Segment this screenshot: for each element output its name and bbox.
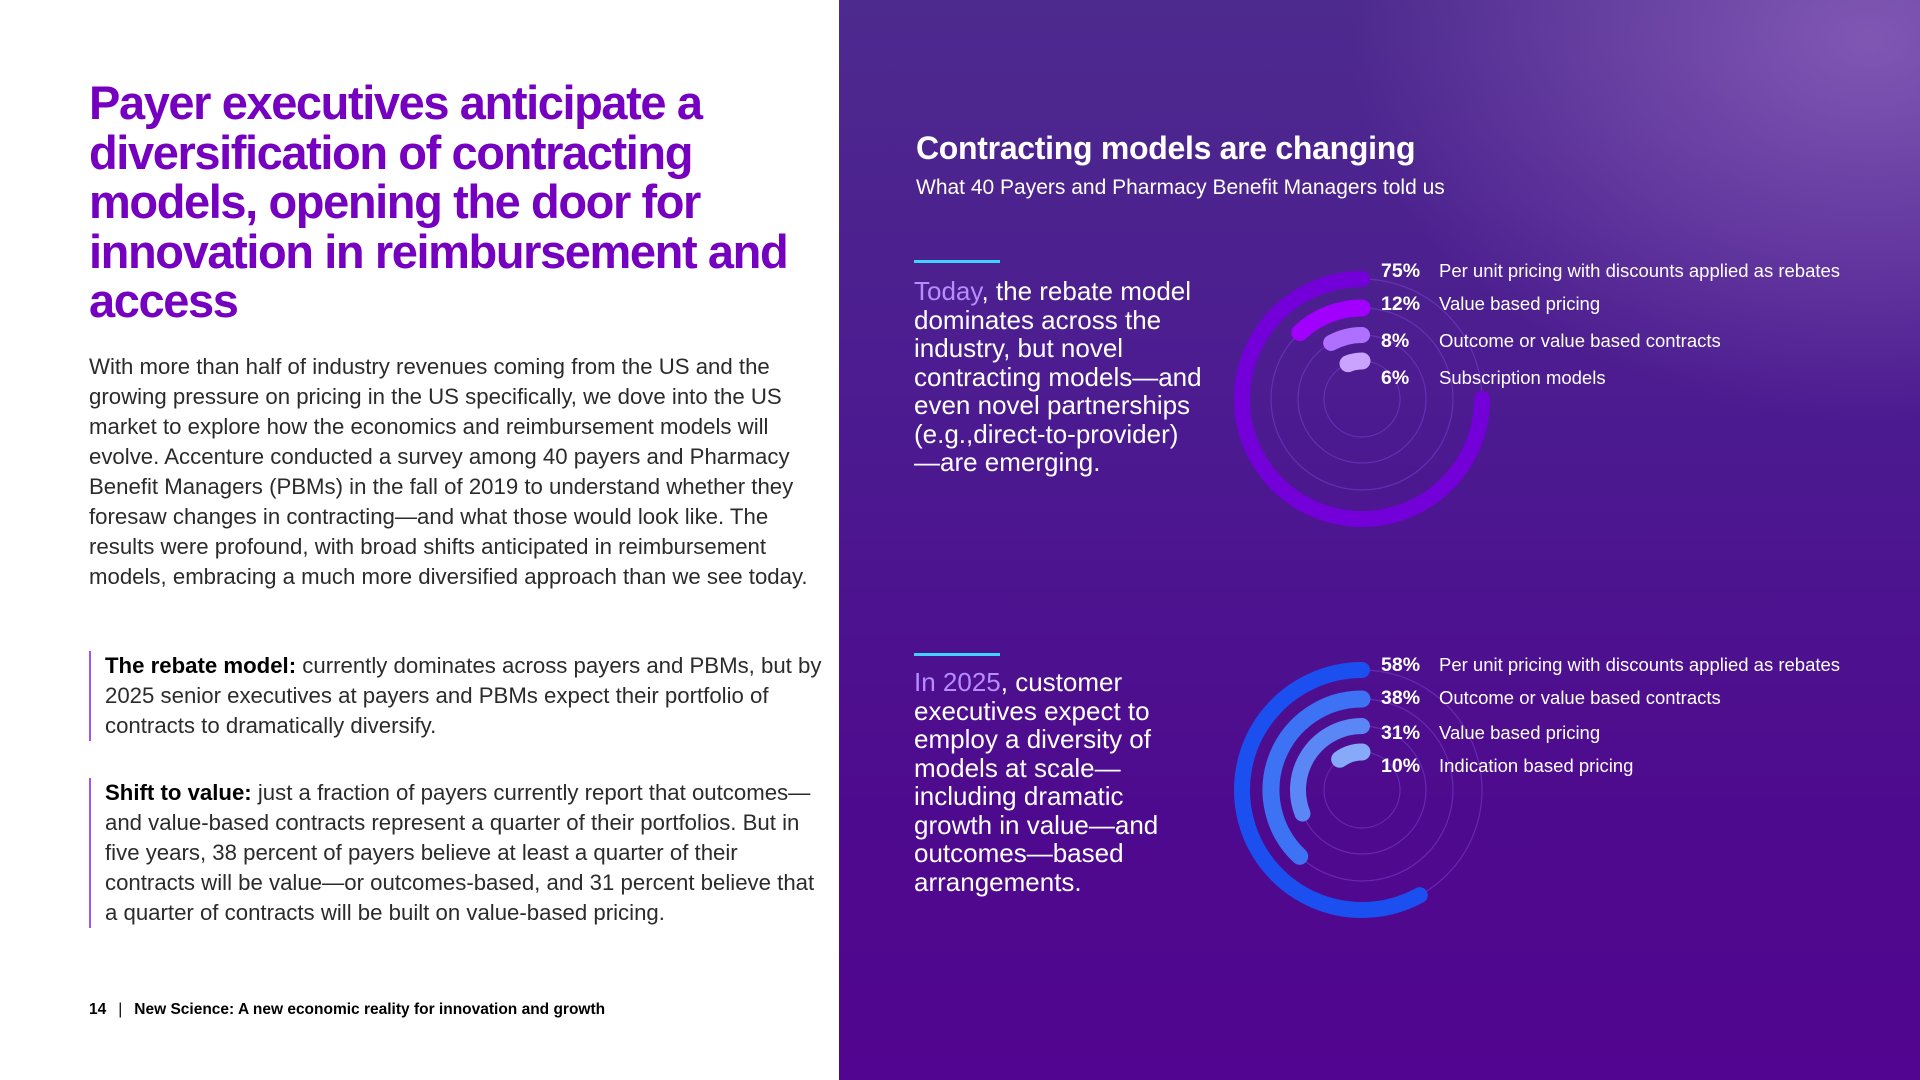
legend-row: 6% Subscription models xyxy=(1381,365,1606,391)
ring-arc-1 xyxy=(1234,662,1428,918)
callout-title: Shift to value: xyxy=(105,780,252,805)
description-lead: In 2025 xyxy=(914,667,1001,697)
legend-label: Subscription models xyxy=(1439,367,1606,388)
description-text: , the rebate model dominates across the … xyxy=(914,276,1202,477)
legend-row: 75% Per unit pricing with discounts appli… xyxy=(1381,258,1840,284)
legend-label: Outcome or value based contracts xyxy=(1439,687,1721,708)
page-footer: 14 | New Science: A new economic reality f… xyxy=(89,1001,605,1019)
ring-arc-3 xyxy=(1290,718,1370,822)
panel-subtitle: What 40 Payers and Pharmacy Benefit Mana… xyxy=(916,176,1445,199)
legend-percent: 58% xyxy=(1381,653,1421,676)
legend-row: 10% Indication based pricing xyxy=(1381,753,1633,779)
description-lead: Today xyxy=(914,276,982,306)
ring-arc-1 xyxy=(1234,271,1490,527)
description-text: , customer executives expect to employ a… xyxy=(914,667,1159,897)
chart-description-today: Today, the rebate model dominates across… xyxy=(914,277,1204,477)
article-column: Payer executives anticipate a diversific… xyxy=(0,0,839,1080)
callout-title: The rebate model: xyxy=(105,653,297,678)
legend-label: Outcome or value based contracts xyxy=(1439,330,1721,351)
legend-row: 38% Outcome or value based contracts xyxy=(1381,685,1721,711)
legend-percent: 31% xyxy=(1381,721,1421,744)
callout-text: just a fraction of payers currently repo… xyxy=(105,780,815,925)
legend-percent: 12% xyxy=(1381,292,1421,315)
legend-percent: 10% xyxy=(1381,754,1421,777)
intro-paragraph: With more than half of industry revenues… xyxy=(89,354,808,589)
ring-arc-2 xyxy=(1262,690,1371,865)
legend-row: 58% Per unit pricing with discounts appli… xyxy=(1381,652,1840,678)
legend-row: 31% Value based pricing xyxy=(1381,720,1600,746)
publication-title: New Science: A new economic reality for … xyxy=(134,1001,606,1018)
callout-text: currently dominates across payers and PB… xyxy=(105,653,822,738)
legend-percent: 8% xyxy=(1381,329,1410,352)
panel-title: Contracting models are changing xyxy=(916,130,1416,166)
radial-chart-today xyxy=(1234,271,1490,527)
accent-line xyxy=(914,653,1000,656)
legend-label: Value based pricing xyxy=(1439,722,1601,743)
ring-arc-2 xyxy=(1291,299,1371,342)
footer-separator: | xyxy=(118,1001,123,1018)
legend-percent: 75% xyxy=(1381,259,1421,282)
legend-label: Per unit pricing with discounts applied … xyxy=(1439,260,1841,281)
legend-percent: 38% xyxy=(1381,686,1421,709)
ring-arc-4 xyxy=(1331,743,1371,768)
chart-description-2025: In 2025, customer executives expect to e… xyxy=(914,668,1204,896)
legend-label: Value based pricing xyxy=(1439,293,1601,314)
accent-line xyxy=(914,260,1000,263)
radial-chart-2025 xyxy=(1234,662,1483,918)
ring-arc-3 xyxy=(1323,327,1370,351)
headline: Payer executives anticipate a diversific… xyxy=(89,76,789,327)
legend-label: Per unit pricing with discounts applied … xyxy=(1439,654,1841,675)
legend-label: Indication based pricing xyxy=(1439,755,1634,776)
legend-row: 12% Value based pricing xyxy=(1381,291,1600,317)
legend-percent: 6% xyxy=(1381,366,1410,389)
infographic-panel: Contracting models are changing What 40 … xyxy=(839,0,1920,1080)
page-number: 14 xyxy=(89,1001,107,1018)
legend-row: 8% Outcome or value based contracts xyxy=(1381,328,1721,354)
ring-arc-4 xyxy=(1339,352,1371,373)
callout-rebate-model: The rebate model: currently dominates ac… xyxy=(89,651,825,741)
callout-shift-to-value: Shift to value: just a fraction of payer… xyxy=(89,778,825,928)
